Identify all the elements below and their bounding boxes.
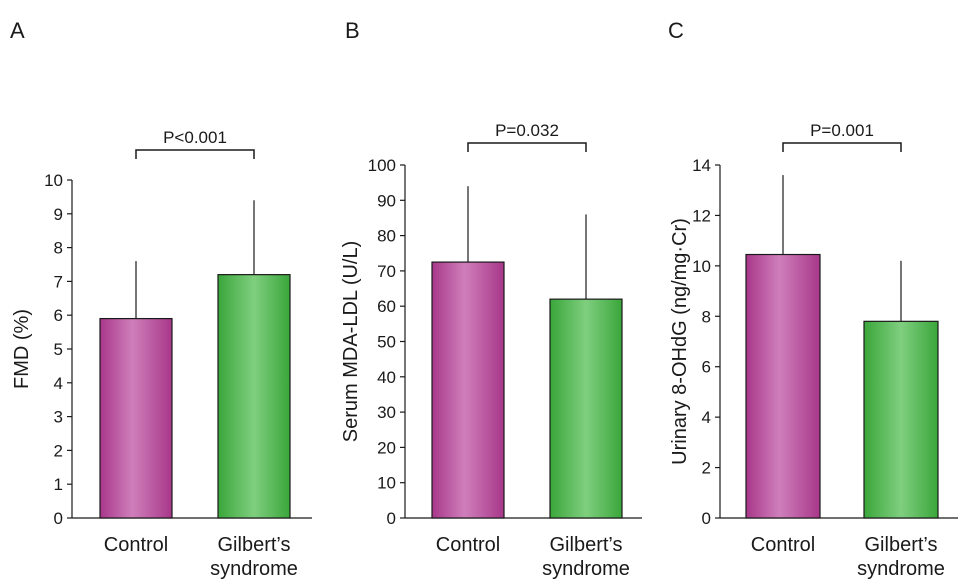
y-tick-label: 5	[54, 340, 63, 359]
panel-c: C 0 2 4 6 8 10 12 14 Urinary 8-OHdG (ng/mg·Cr) Con…	[668, 18, 958, 580]
y-tick-label: 90	[377, 191, 396, 210]
y-tick-label: 6	[702, 358, 711, 377]
y-tick-label: 50	[377, 333, 396, 352]
x-category-label: syndrome	[210, 558, 298, 580]
significance-label: P=0.032	[495, 121, 559, 140]
y-tick-label: 0	[54, 509, 63, 528]
significance-bracket	[782, 142, 902, 152]
significance-bracket	[467, 142, 587, 152]
y-tick-label: 4	[702, 408, 711, 427]
panel-label: A	[10, 18, 25, 43]
y-tick-label: 100	[368, 156, 396, 175]
bar-gilbert	[549, 298, 623, 519]
panel-b: B 0 10 20 30 40 50 60 70 80 90 100 Serum MDA-LDL (U/…	[340, 18, 642, 580]
x-category-label: syndrome	[857, 558, 945, 580]
y-tick-label: 9	[54, 205, 63, 224]
x-category-label: Control	[104, 534, 168, 556]
y-tick-label: 2	[702, 459, 711, 478]
y-axis-label: Urinary 8-OHdG (ng/mg·Cr)	[669, 218, 691, 465]
y-tick-label: 14	[692, 156, 711, 175]
y-tick-label: 6	[54, 306, 63, 325]
panel-label: C	[668, 18, 684, 43]
significance-label: P=0.001	[810, 121, 874, 140]
y-tick-label: 3	[54, 408, 63, 427]
y-tick-label: 30	[377, 403, 396, 422]
panel-a: A 0 1 2 3 4 5 6 7 8 9 10 FMD (%) Control Gilbert’ssynd…	[10, 18, 312, 580]
y-tick-label: 20	[377, 438, 396, 457]
y-axis-label: Serum MDA-LDL (U/L)	[340, 241, 362, 443]
y-tick-label: 8	[702, 307, 711, 326]
y-tick-label: 10	[44, 171, 63, 190]
y-tick-label: 40	[377, 368, 396, 387]
bar-gilbert	[217, 274, 291, 519]
y-tick-label: 10	[377, 474, 396, 493]
y-tick-label: 7	[54, 272, 63, 291]
x-category-label: Control	[751, 534, 815, 556]
y-tick-label: 0	[387, 509, 396, 528]
y-tick-label: 1	[54, 475, 63, 494]
y-axis-label: FMD (%)	[11, 309, 33, 389]
y-tick-label: 80	[377, 227, 396, 246]
y-tick-label: 12	[692, 206, 711, 225]
y-tick-label: 8	[54, 239, 63, 258]
x-category-label: Gilbert’s	[865, 534, 938, 556]
y-tick-label: 60	[377, 297, 396, 316]
bar-control	[745, 253, 821, 519]
y-tick-label: 70	[377, 262, 396, 281]
x-category-label: Gilbert’s	[550, 534, 623, 556]
significance-bracket	[135, 149, 255, 159]
significance-label: P<0.001	[163, 128, 227, 147]
bar-control	[99, 317, 173, 519]
x-category-label: Gilbert’s	[218, 534, 291, 556]
x-category-label: syndrome	[542, 558, 630, 580]
bar-control	[431, 261, 505, 519]
y-tick-label: 10	[692, 257, 711, 276]
bar-gilbert	[863, 320, 939, 519]
y-tick-label: 2	[54, 441, 63, 460]
y-tick-label: 0	[702, 509, 711, 528]
x-category-label: Control	[436, 534, 500, 556]
panel-label: B	[345, 18, 360, 43]
y-tick-label: 4	[54, 374, 63, 393]
